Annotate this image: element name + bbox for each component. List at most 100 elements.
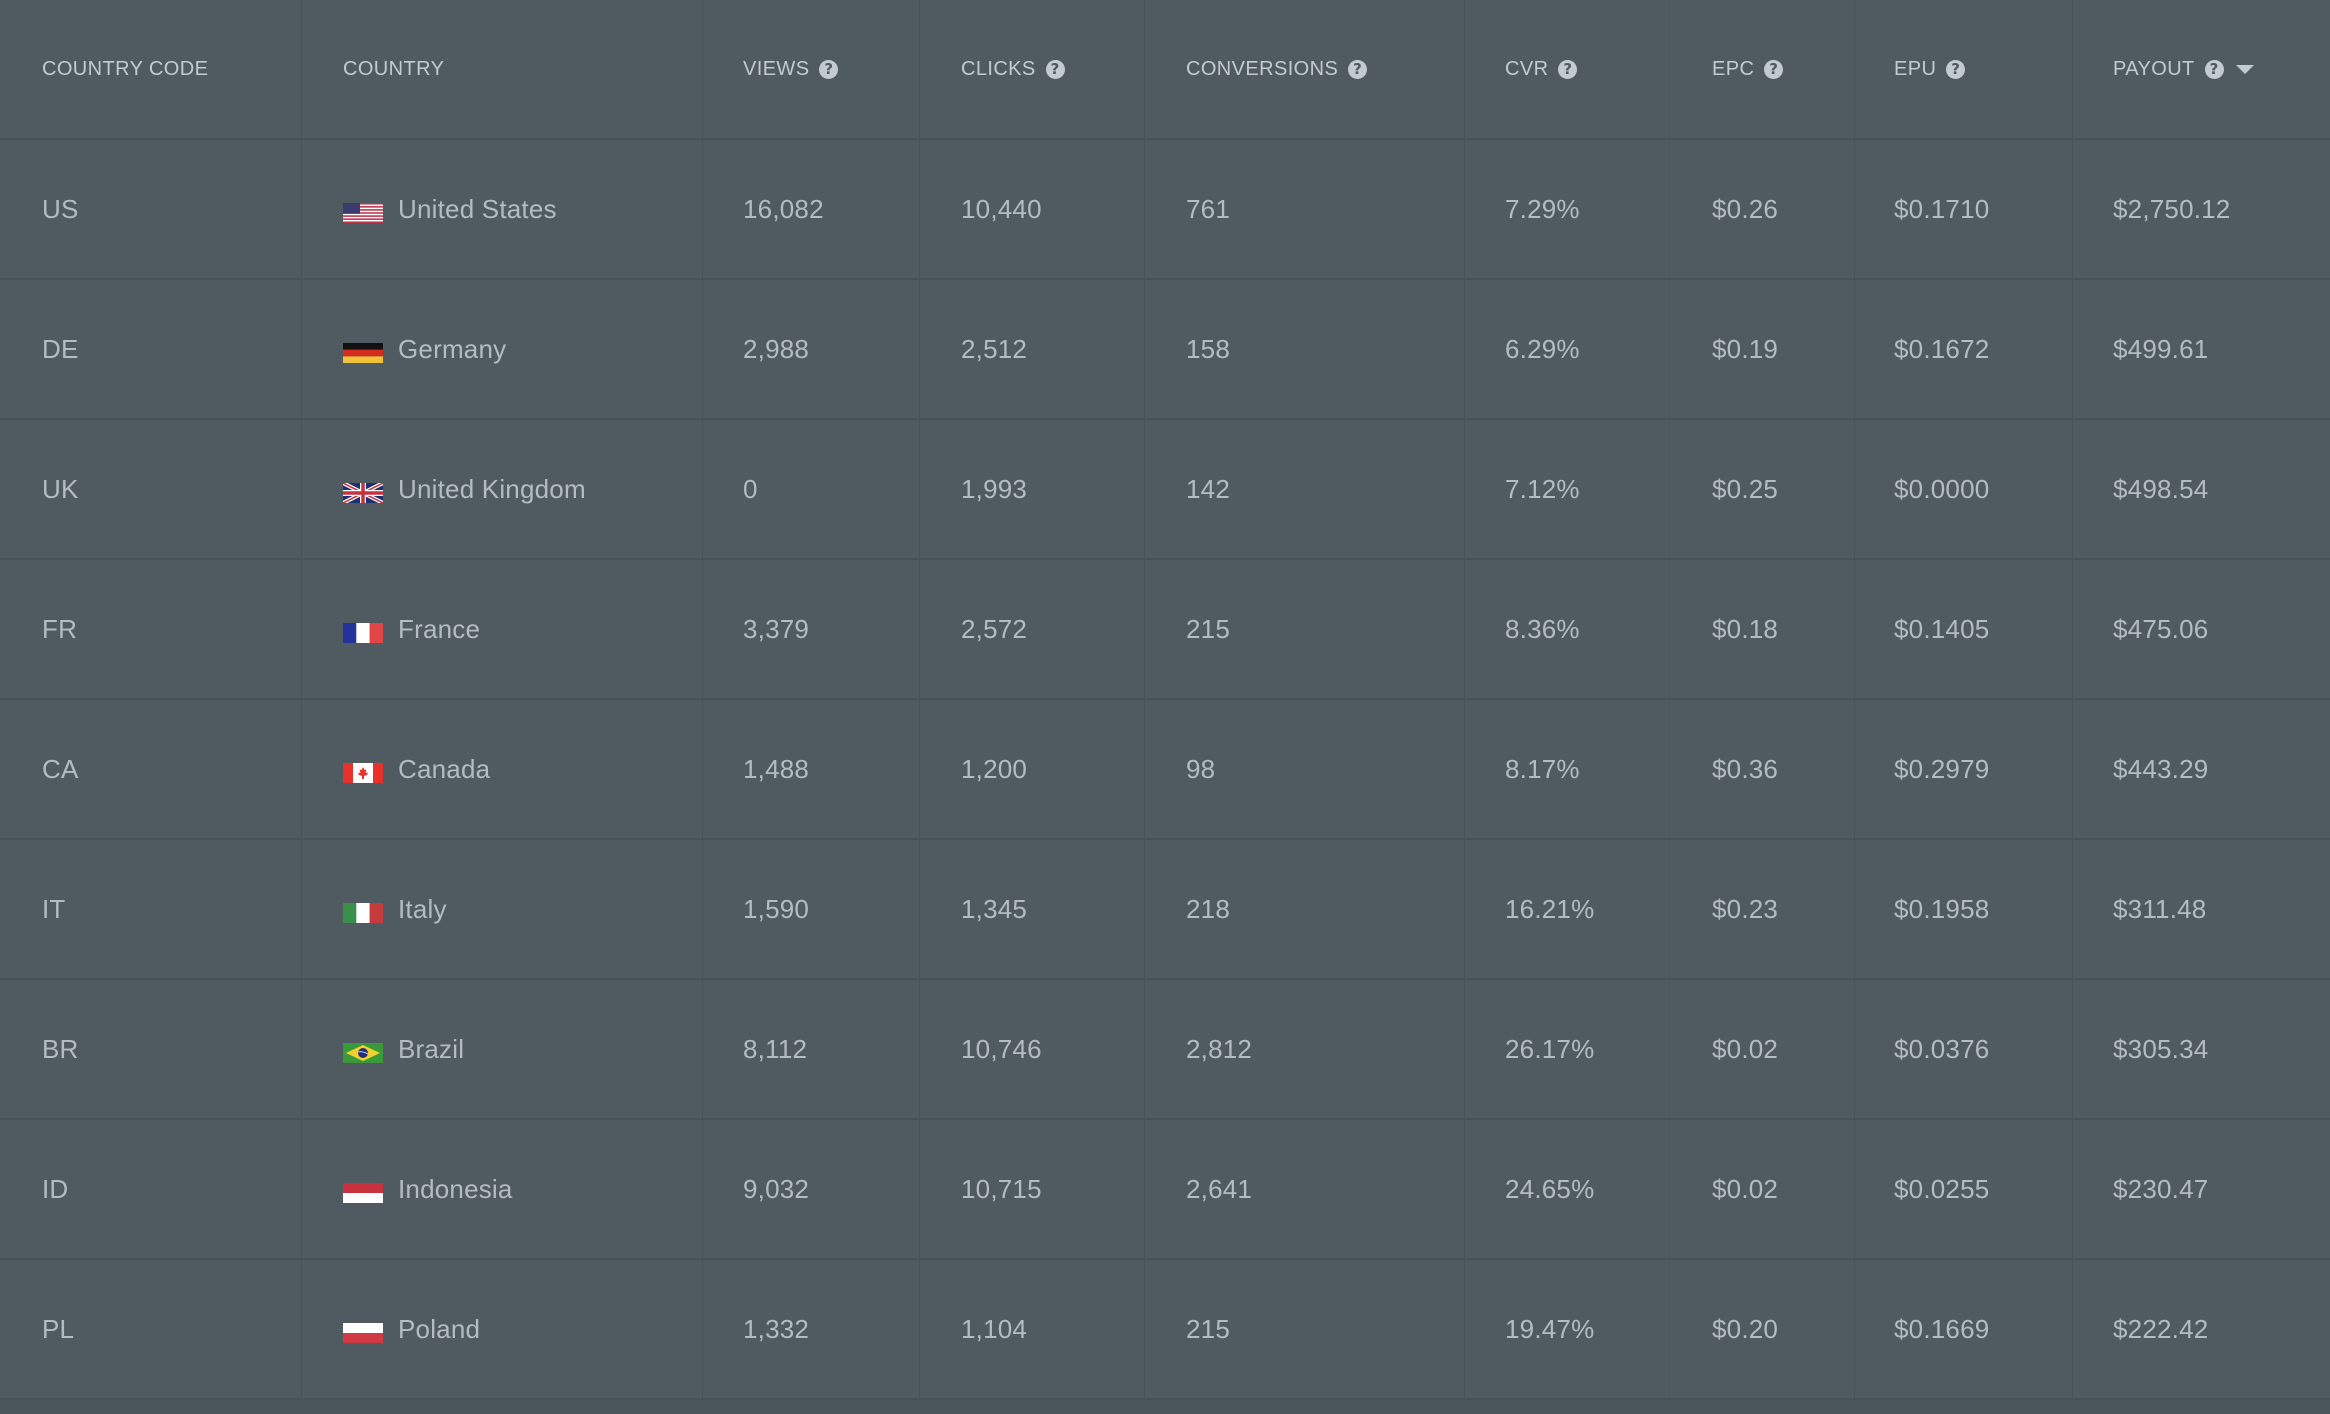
- payout-value: $305.34: [2113, 1033, 2209, 1064]
- cell-cvr: 16.21%: [1465, 840, 1670, 978]
- cell-payout: $305.34: [2073, 980, 2330, 1118]
- cell-payout: $230.47: [2073, 1120, 2330, 1258]
- conversions-value: 761: [1186, 193, 1230, 224]
- column-header-epc[interactable]: EPC ?: [1670, 0, 1855, 138]
- clicks-value: 1,104: [961, 1313, 1028, 1344]
- country-code-text: BR: [42, 1033, 79, 1064]
- conversions-value: 98: [1186, 753, 1216, 784]
- table-row-ca[interactable]: CA Canada 1,488 1,200 98 8.17% $0.36 $0.…: [0, 700, 2330, 840]
- cell-cvr: 8.36%: [1465, 560, 1670, 698]
- column-header-conversions[interactable]: CONVERSIONS ?: [1145, 0, 1465, 138]
- column-header-clicks[interactable]: CLICKS ?: [920, 0, 1145, 138]
- payout-value: $499.61: [2113, 333, 2209, 364]
- cell-epc: $0.18: [1670, 560, 1855, 698]
- column-header-label: CONVERSIONS: [1186, 57, 1339, 80]
- help-icon[interactable]: ?: [819, 59, 839, 79]
- cell-country-code: UK: [0, 420, 302, 558]
- cell-payout: $311.48: [2073, 840, 2330, 978]
- country-name: Germany: [398, 333, 507, 364]
- cell-epu: $0.0376: [1855, 980, 2073, 1118]
- cvr-value: 8.36%: [1505, 613, 1580, 644]
- cell-payout: $475.06: [2073, 560, 2330, 698]
- clicks-value: 10,440: [961, 193, 1042, 224]
- cell-epc: $0.23: [1670, 840, 1855, 978]
- column-header-epu[interactable]: EPU ?: [1855, 0, 2073, 138]
- clicks-value: 2,572: [961, 613, 1028, 644]
- cell-payout: $222.42: [2073, 1260, 2330, 1398]
- cell-country-code: IT: [0, 840, 302, 978]
- cell-country: Germany: [302, 280, 703, 418]
- cell-epu: $0.1672: [1855, 280, 2073, 418]
- cell-cvr: 24.65%: [1465, 1120, 1670, 1258]
- epu-value: $0.1405: [1894, 613, 1990, 644]
- us-flag-icon: [343, 199, 383, 223]
- country-name: United States: [398, 193, 557, 224]
- column-header-cvr[interactable]: CVR ?: [1465, 0, 1670, 138]
- help-icon[interactable]: ?: [1764, 59, 1784, 79]
- country-name: Poland: [398, 1313, 481, 1344]
- cell-country: Indonesia: [302, 1120, 703, 1258]
- epc-value: $0.02: [1712, 1033, 1779, 1064]
- payout-value: $2,750.12: [2113, 193, 2231, 224]
- cell-conversions: 142: [1145, 420, 1465, 558]
- clicks-value: 2,512: [961, 333, 1028, 364]
- table-row-uk[interactable]: UK United Kingdom 0 1,993 142 7.12% $0.2…: [0, 420, 2330, 560]
- cvr-value: 16.21%: [1505, 893, 1595, 924]
- cell-country: Poland: [302, 1260, 703, 1398]
- id-flag-icon: [343, 1179, 383, 1203]
- views-value: 0: [743, 473, 758, 504]
- table-row-us[interactable]: US United States 16,082 10,440 761 7.29%…: [0, 140, 2330, 280]
- cell-views: 3,379: [703, 560, 920, 698]
- cell-cvr: 19.47%: [1465, 1260, 1670, 1398]
- cell-payout: $499.61: [2073, 280, 2330, 418]
- views-value: 9,032: [743, 1173, 810, 1204]
- column-header-label: EPU: [1894, 57, 1937, 80]
- table-row-br[interactable]: BR Brazil 8,112 10,746 2,812 26.17% $0.0…: [0, 980, 2330, 1120]
- cell-country-code: DE: [0, 280, 302, 418]
- cell-country-code: PL: [0, 1260, 302, 1398]
- conversions-value: 2,641: [1186, 1173, 1253, 1204]
- help-icon[interactable]: ?: [2204, 59, 2224, 79]
- cell-payout: $443.29: [2073, 700, 2330, 838]
- epu-value: $0.0255: [1894, 1173, 1990, 1204]
- help-icon[interactable]: ?: [1348, 59, 1368, 79]
- table-row-id[interactable]: ID Indonesia 9,032 10,715 2,641 24.65% $…: [0, 1120, 2330, 1260]
- epc-value: $0.25: [1712, 473, 1779, 504]
- table-row-de[interactable]: DE Germany 2,988 2,512 158 6.29% $0.19 $…: [0, 280, 2330, 420]
- help-icon[interactable]: ?: [1946, 59, 1966, 79]
- conversions-value: 2,812: [1186, 1033, 1253, 1064]
- column-header-label: VIEWS: [743, 57, 810, 80]
- cell-epc: $0.26: [1670, 140, 1855, 278]
- cvr-value: 7.29%: [1505, 193, 1580, 224]
- column-header-payout[interactable]: PAYOUT ?: [2073, 0, 2330, 138]
- cell-conversions: 2,812: [1145, 980, 1465, 1118]
- cell-clicks: 10,440: [920, 140, 1145, 278]
- cell-conversions: 2,641: [1145, 1120, 1465, 1258]
- country-name: Brazil: [398, 1033, 465, 1064]
- help-icon[interactable]: ?: [1558, 59, 1578, 79]
- cell-views: 1,590: [703, 840, 920, 978]
- epu-value: $0.2979: [1894, 753, 1990, 784]
- table-row-fr[interactable]: FR France 3,379 2,572 215 8.36% $0.18 $0…: [0, 560, 2330, 700]
- cell-epu: $0.2979: [1855, 700, 2073, 838]
- cell-views: 8,112: [703, 980, 920, 1118]
- cell-conversions: 215: [1145, 1260, 1465, 1398]
- cell-epc: $0.02: [1670, 1120, 1855, 1258]
- table-row-it[interactable]: IT Italy 1,590 1,345 218 16.21% $0.23 $0…: [0, 840, 2330, 980]
- column-header-views[interactable]: VIEWS ?: [703, 0, 920, 138]
- clicks-value: 10,746: [961, 1033, 1042, 1064]
- uk-flag-icon: [342, 479, 384, 505]
- cell-epu: $0.0255: [1855, 1120, 2073, 1258]
- epc-value: $0.02: [1712, 1173, 1779, 1204]
- table-row-pl[interactable]: PL Poland 1,332 1,104 215 19.47% $0.20 $…: [0, 1260, 2330, 1400]
- cell-payout: $498.54: [2073, 420, 2330, 558]
- column-header-country-code[interactable]: COUNTRY CODE: [0, 0, 302, 138]
- help-icon[interactable]: ?: [1045, 59, 1065, 79]
- sort-descending-icon[interactable]: [2235, 64, 2254, 74]
- cell-views: 16,082: [703, 140, 920, 278]
- epc-value: $0.26: [1712, 193, 1779, 224]
- cell-views: 2,988: [703, 280, 920, 418]
- conversions-value: 215: [1186, 1313, 1230, 1344]
- country-name: Canada: [398, 753, 491, 784]
- column-header-country[interactable]: COUNTRY: [302, 0, 703, 138]
